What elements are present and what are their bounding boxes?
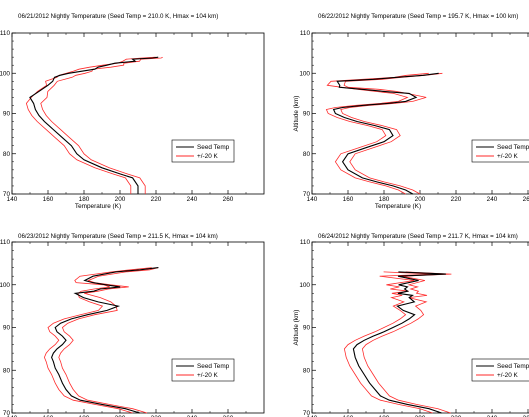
y-tick-label: 100 <box>299 282 310 289</box>
x-tick-label: 260 <box>523 196 529 203</box>
x-tick-label: 180 <box>379 415 390 417</box>
y-tick-label: 90 <box>303 111 311 118</box>
legend-seed-label: Seed Temp <box>497 144 529 151</box>
x-tick-label: 260 <box>223 415 234 417</box>
legend-err-label: +/-20 K <box>497 372 519 379</box>
y-tick-label: 80 <box>3 367 11 374</box>
legend-seed-label: Seed Temp <box>497 363 529 370</box>
x-tick-label: 220 <box>151 196 162 203</box>
x-tick-label: 160 <box>43 415 54 417</box>
y-tick-label: 100 <box>0 70 10 77</box>
y-axis-label: Altitude (km) <box>293 310 300 346</box>
plot-frame <box>311 32 529 195</box>
x-tick-label: 200 <box>115 415 126 417</box>
x-axis-label: Temperature (K) <box>75 203 121 210</box>
series-group <box>343 271 452 414</box>
error-lower-line <box>43 267 152 414</box>
y-axis-label: Altitude (km) <box>293 96 300 132</box>
x-tick-label: 240 <box>487 415 498 417</box>
x-tick-label: 220 <box>151 415 162 417</box>
legend-box <box>171 358 235 382</box>
chart-title: 06/22/2012 Nightly Temperature (Seed Tem… <box>318 13 518 20</box>
legend-box <box>171 139 235 163</box>
error-lower-line <box>325 72 429 195</box>
x-tick-label: 240 <box>187 415 198 417</box>
y-tick-label: 110 <box>300 30 311 37</box>
x-tick-label: 180 <box>79 196 90 203</box>
x-tick-label: 140 <box>7 196 18 203</box>
x-tick-label: 140 <box>307 415 318 417</box>
error-upper-line <box>58 267 159 414</box>
y-tick-label: 70 <box>3 410 11 417</box>
x-tick-label: 180 <box>79 415 90 417</box>
series-group <box>325 72 443 195</box>
y-tick-label: 80 <box>3 151 11 158</box>
legend-err-label: +/-20 K <box>497 153 519 160</box>
chart-panel-4: 06/24/2012 Nightly Temperature (Seed Tem… <box>293 233 529 417</box>
x-tick-label: 200 <box>415 415 426 417</box>
legend-box <box>471 139 529 163</box>
y-tick-label: 110 <box>0 239 10 246</box>
x-tick-label: 180 <box>379 196 390 203</box>
seed-temp-line <box>352 271 446 414</box>
legend-seed-label: Seed Temp <box>197 144 230 151</box>
x-axis-label: Temperature (K) <box>375 203 421 210</box>
plot-frame <box>311 241 529 414</box>
y-tick-label: 100 <box>299 70 310 77</box>
x-tick-label: 240 <box>487 196 498 203</box>
y-tick-label: 70 <box>303 410 311 417</box>
x-tick-label: 200 <box>115 196 126 203</box>
chart-panel-1: 06/21/2012 Nightly Temperature (Seed Tem… <box>0 13 265 210</box>
y-tick-label: 90 <box>303 325 311 332</box>
legend-box <box>471 358 529 382</box>
error-lower-line <box>25 56 156 194</box>
x-tick-label: 260 <box>223 196 234 203</box>
chart-title: 06/23/2012 Nightly Temperature (Seed Tem… <box>18 233 218 240</box>
series-group <box>43 267 159 414</box>
error-upper-line <box>40 56 163 194</box>
plot-frame <box>11 32 265 195</box>
error-lower-line <box>343 271 435 414</box>
x-tick-label: 220 <box>451 196 462 203</box>
y-tick-label: 80 <box>303 151 311 158</box>
error-upper-line <box>361 271 452 414</box>
chart-title: 06/21/2012 Nightly Temperature (Seed Tem… <box>18 13 218 20</box>
y-tick-label: 90 <box>3 111 11 118</box>
y-tick-label: 110 <box>0 30 10 37</box>
y-tick-label: 70 <box>303 191 311 198</box>
plot-frame <box>11 241 265 414</box>
y-tick-label: 80 <box>303 367 311 374</box>
y-tick-label: 100 <box>0 282 10 289</box>
x-tick-label: 160 <box>343 196 354 203</box>
y-tick-label: 90 <box>3 325 11 332</box>
error-upper-line <box>340 72 443 195</box>
x-tick-label: 160 <box>43 196 54 203</box>
x-tick-label: 160 <box>343 415 354 417</box>
x-tick-label: 240 <box>187 196 198 203</box>
chart-panel-2: 06/22/2012 Nightly Temperature (Seed Tem… <box>293 13 529 210</box>
chart-title: 06/24/2012 Nightly Temperature (Seed Tem… <box>318 233 518 240</box>
x-tick-label: 260 <box>523 415 529 417</box>
y-tick-label: 110 <box>300 239 311 246</box>
chart-panel-3: 06/23/2012 Nightly Temperature (Seed Tem… <box>0 233 265 417</box>
seed-temp-line <box>51 267 159 414</box>
x-tick-label: 140 <box>7 415 18 417</box>
x-tick-label: 220 <box>451 415 462 417</box>
x-tick-label: 200 <box>415 196 426 203</box>
y-tick-label: 70 <box>3 191 11 198</box>
legend-err-label: +/-20 K <box>197 372 219 379</box>
seed-temp-line <box>332 72 439 195</box>
x-tick-label: 140 <box>307 196 318 203</box>
seed-temp-line <box>29 56 159 194</box>
legend-err-label: +/-20 K <box>197 153 219 160</box>
legend-seed-label: Seed Temp <box>197 363 230 370</box>
series-group <box>25 56 163 194</box>
